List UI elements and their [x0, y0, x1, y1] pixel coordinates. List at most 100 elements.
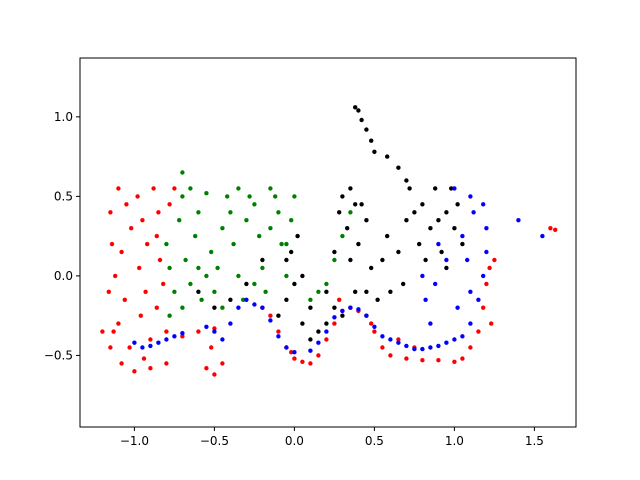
y-tick-label: −0.5	[44, 348, 73, 362]
data-point	[324, 321, 329, 326]
data-point	[225, 194, 230, 199]
data-point	[356, 108, 361, 113]
data-point	[404, 178, 409, 183]
data-point	[183, 257, 188, 263]
data-point	[252, 302, 257, 307]
data-point	[348, 257, 353, 263]
data-point	[273, 194, 278, 199]
data-point	[492, 257, 497, 263]
data-point	[284, 273, 289, 279]
data-point	[129, 226, 134, 231]
data-point	[452, 226, 457, 231]
data-point	[127, 345, 132, 350]
data-point	[388, 337, 393, 342]
data-point	[268, 226, 273, 231]
data-point	[324, 289, 329, 294]
data-point	[460, 334, 465, 339]
data-point	[452, 186, 457, 191]
data-point	[148, 337, 153, 342]
data-point	[180, 334, 185, 339]
data-point	[345, 226, 350, 231]
data-point	[481, 273, 486, 279]
data-point	[111, 329, 116, 334]
data-point	[116, 321, 121, 326]
data-point	[109, 241, 115, 247]
data-point	[369, 321, 374, 326]
data-point	[364, 289, 369, 294]
data-point	[540, 233, 545, 239]
data-point	[420, 202, 425, 207]
data-point	[433, 281, 438, 287]
data-point	[156, 340, 161, 345]
data-point	[116, 186, 121, 191]
x-axis: −1.0 −0.5 0.0 0.5 1.0 1.5	[120, 427, 544, 448]
data-point	[132, 369, 137, 374]
data-point	[268, 186, 273, 191]
data-point	[196, 329, 201, 334]
data-point	[284, 345, 289, 350]
data-point	[324, 281, 329, 287]
data-point	[444, 265, 449, 271]
data-point	[300, 359, 305, 364]
data-point	[196, 289, 201, 294]
x-tick-label: −1.0	[120, 434, 149, 448]
data-point	[108, 210, 113, 215]
data-point	[167, 265, 172, 271]
data-point	[324, 337, 329, 342]
data-point	[132, 340, 137, 345]
data-point	[516, 218, 521, 223]
data-point	[468, 194, 473, 199]
data-point	[292, 281, 297, 287]
data-point	[164, 337, 169, 342]
data-point	[212, 326, 217, 331]
data-point	[332, 305, 337, 310]
data-point	[276, 334, 281, 339]
data-point	[180, 331, 185, 336]
data-point	[124, 202, 129, 207]
data-point	[276, 329, 281, 334]
data-point	[369, 265, 374, 271]
data-point	[308, 297, 313, 302]
data-point	[340, 233, 345, 239]
series-3	[132, 186, 545, 355]
data-point	[404, 218, 409, 223]
data-point	[476, 329, 481, 334]
data-point	[364, 313, 369, 318]
data-point	[204, 273, 209, 279]
data-point	[468, 321, 473, 326]
data-point	[244, 281, 249, 287]
data-point	[157, 257, 163, 263]
data-point	[385, 154, 390, 159]
data-point	[292, 350, 297, 355]
data-point	[436, 358, 441, 363]
data-point	[420, 346, 425, 352]
data-point	[212, 305, 217, 310]
data-point	[212, 372, 217, 377]
data-point	[172, 334, 177, 339]
data-point	[244, 218, 249, 223]
data-point	[220, 305, 225, 310]
data-point	[292, 356, 297, 361]
data-point	[359, 117, 364, 123]
data-point	[148, 366, 153, 371]
data-point	[161, 281, 166, 287]
data-point	[156, 210, 161, 215]
data-point	[340, 308, 345, 314]
data-point	[113, 273, 118, 279]
data-point	[140, 345, 145, 350]
data-point	[289, 350, 294, 355]
data-point	[484, 249, 489, 255]
x-tick-label: −0.5	[200, 434, 229, 448]
data-point	[220, 226, 225, 231]
x-tick-label: 0.5	[365, 434, 384, 448]
data-point	[353, 105, 358, 110]
data-point	[284, 257, 289, 263]
data-point	[436, 343, 441, 349]
data-point	[401, 281, 406, 287]
data-point	[340, 194, 345, 199]
data-point	[353, 289, 358, 294]
data-point	[289, 249, 294, 255]
data-point	[385, 233, 390, 239]
data-point	[252, 281, 257, 287]
data-point	[209, 249, 214, 255]
